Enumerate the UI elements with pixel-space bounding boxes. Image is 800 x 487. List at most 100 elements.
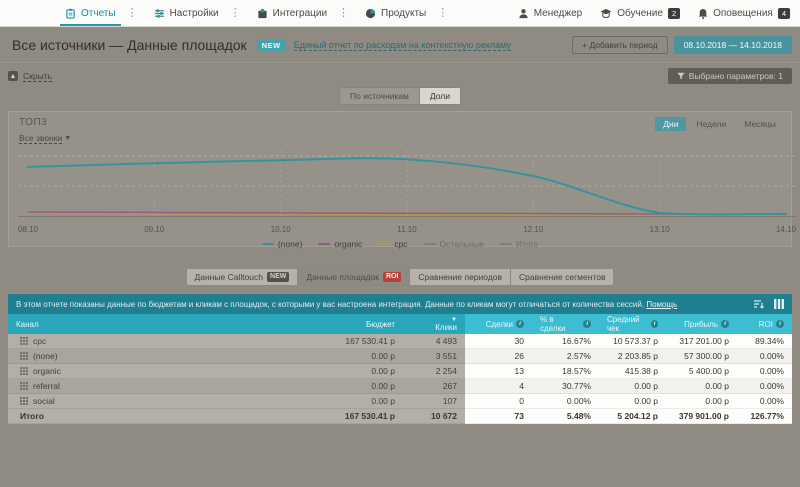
value-cell: 30	[465, 334, 532, 349]
unified-report-link[interactable]: Единый отчет по расходам на контекстную …	[293, 39, 511, 51]
hide-filters-control[interactable]: ▲ Скрыть	[8, 71, 53, 82]
legend-item[interactable]: (none)	[261, 239, 302, 249]
legend-swatch	[261, 243, 274, 245]
column-header-3[interactable]: ▼ Клики	[403, 314, 465, 334]
cell-text: 0.00%	[566, 396, 591, 406]
cell-text: 379 901.00 р	[678, 411, 729, 421]
legend-item[interactable]: organic	[318, 239, 362, 249]
table-header-row: Канал Бюджет ▼ Клики Сделки i% в сделки i Средн…	[8, 314, 792, 334]
report-tab[interactable]: Сравнение сегментов	[510, 268, 615, 286]
cell-text: 4 493	[435, 336, 457, 346]
grid-icon	[20, 352, 28, 360]
report-tab[interactable]: Сравнение периодов	[409, 268, 512, 286]
main-tab-products[interactable]: Продукты ⋮	[358, 0, 457, 26]
column-label: ROI	[758, 319, 773, 329]
main-tab-integrations[interactable]: Интеграции ⋮	[250, 0, 358, 26]
puzzle-icon	[257, 8, 268, 19]
main-tab-label: Интеграции	[272, 7, 328, 19]
period-button[interactable]: Дни	[655, 117, 687, 131]
data-table-panel: В этом отчете показаны данные по бюджета…	[8, 294, 792, 424]
line-chart[interactable]	[16, 146, 798, 220]
help-link[interactable]: Помощь	[646, 299, 678, 309]
cell-text: 167 530.41 р	[345, 336, 395, 346]
column-header-1[interactable]: Канал	[8, 314, 293, 334]
legend-item-inactive[interactable]: Остальные	[423, 239, 484, 249]
main-tab-inner: Настройки	[147, 0, 226, 26]
cell-text: 0.00 р	[371, 381, 395, 391]
main-tab-label: Настройки	[169, 7, 219, 19]
add-period-button[interactable]: + Добавить период	[572, 36, 668, 54]
tab-menu-icon[interactable]: ⋮	[437, 6, 449, 19]
x-tick-label: 12.10	[523, 225, 544, 234]
date-range-button[interactable]: 08.10.2018 — 14.10.2018	[673, 36, 792, 54]
table-row[interactable]: referral 0.00 р 267 4 30.77% 0.00 р 0.00 р 0.00…	[8, 379, 792, 394]
calls-filter-dropdown[interactable]: Все звонки ▼	[19, 133, 71, 144]
value-cell: 415.38 р	[599, 364, 666, 379]
top-item-label: Менеджер	[533, 7, 583, 19]
cell-text: 0.00 р	[371, 396, 395, 406]
chart-header: ТОП3 Все звонки ▼	[19, 117, 71, 146]
tab-menu-icon[interactable]: ⋮	[126, 6, 138, 19]
value-cell: 10 573.37 р	[599, 334, 666, 349]
person-icon	[518, 8, 529, 19]
report-tab[interactable]: Данные Calltouch NEW	[185, 268, 299, 286]
column-label: Бюджет	[366, 319, 395, 329]
collapse-icon: ▲	[8, 71, 18, 81]
table-row[interactable]: (none) 0.00 р 3 551 26 2.57% 2 203.85 р 57 300…	[8, 349, 792, 364]
legend-swatch	[318, 243, 331, 245]
value-cell: 73	[465, 409, 532, 424]
column-header-8[interactable]: ROI i	[737, 314, 792, 334]
cell-text: Итого	[20, 410, 44, 421]
view-toggle-selected[interactable]: Доли	[418, 87, 461, 105]
grid-icon	[20, 367, 28, 375]
value-cell: 2 254	[403, 364, 465, 379]
table-row[interactable]: social 0.00 р 107 0 0.00% 0.00 р 0.00 р 0.00%	[8, 394, 792, 409]
cell-text: 5.48%	[566, 411, 591, 421]
top-right-menu: Менеджер Обучение 2 Оповещения 4	[518, 0, 790, 26]
legend-item-inactive[interactable]: Итого	[499, 239, 538, 249]
tab-menu-icon[interactable]: ⋮	[338, 6, 350, 19]
sort-settings-icon[interactable]	[754, 299, 764, 309]
value-cell: 379 901.00 р	[666, 409, 737, 424]
chart-area: 08.10 09.10 10.10 11.10 12.10 13.10 14.10 (non…	[16, 146, 796, 249]
x-tick-label: 11.10	[397, 225, 417, 234]
report-tab[interactable]: Данные площадок ROI	[297, 268, 411, 286]
value-cell: 5 400.00 р	[666, 364, 737, 379]
page-header: Все источники — Данные площадок NEW Един…	[0, 27, 800, 63]
cell-text: 0.00 р	[371, 366, 395, 376]
legend-item[interactable]: cpc	[378, 239, 408, 249]
info-icon: i	[583, 320, 591, 328]
period-button[interactable]: Недели	[688, 117, 734, 131]
tab-menu-icon[interactable]: ⋮	[229, 6, 241, 19]
main-tab-reports[interactable]: Отчеты ⋮	[58, 0, 147, 26]
cell-text: 10 573.37 р	[613, 336, 658, 346]
table-row[interactable]: organic 0.00 р 2 254 13 18.57% 415.38 р 5 400.…	[8, 364, 792, 379]
selected-params-button[interactable]: Выбрано параметров: 1	[667, 68, 792, 84]
chart-title: ТОП3	[19, 117, 48, 128]
top-navigation: Отчеты ⋮ Настройки ⋮ Интеграции ⋮ Продукты ⋮ Ме…	[0, 0, 800, 27]
value-cell: 13	[465, 364, 532, 379]
main-tab-inner: Интеграции	[250, 0, 334, 26]
main-tab-settings[interactable]: Настройки ⋮	[147, 0, 250, 26]
period-button[interactable]: Месяцы	[736, 117, 784, 131]
column-header-5[interactable]: % в сделки i	[532, 314, 599, 334]
cell-text: 26	[514, 351, 524, 361]
top-item-alerts[interactable]: Оповещения 4	[698, 7, 790, 19]
column-header-4[interactable]: Сделки i	[465, 314, 532, 334]
column-header-2[interactable]: Бюджет	[293, 314, 403, 334]
top-item-training[interactable]: Обучение 2	[600, 7, 681, 19]
cell-text: organic	[33, 365, 61, 376]
column-header-6[interactable]: Средний чек i	[599, 314, 666, 334]
x-tick-label: 10.10	[270, 225, 291, 234]
cell-text: 0.00 р	[634, 396, 658, 406]
main-tab-inner: Отчеты	[58, 0, 123, 26]
cell-text: cpc	[33, 335, 47, 346]
table-total-row[interactable]: Итого 167 530.41 р 10 672 73 5.48% 5 204.12 р…	[8, 409, 792, 424]
table-row[interactable]: cpc 167 530.41 р 4 493 30 16.67% 10 573.37 р 3…	[8, 334, 792, 349]
view-toggle-option[interactable]: По источникам	[339, 87, 419, 105]
legend-label: Остальные	[439, 239, 484, 249]
top-item-manager[interactable]: Менеджер	[518, 7, 583, 19]
columns-icon[interactable]	[774, 299, 784, 309]
column-header-7[interactable]: Прибыль i	[666, 314, 737, 334]
